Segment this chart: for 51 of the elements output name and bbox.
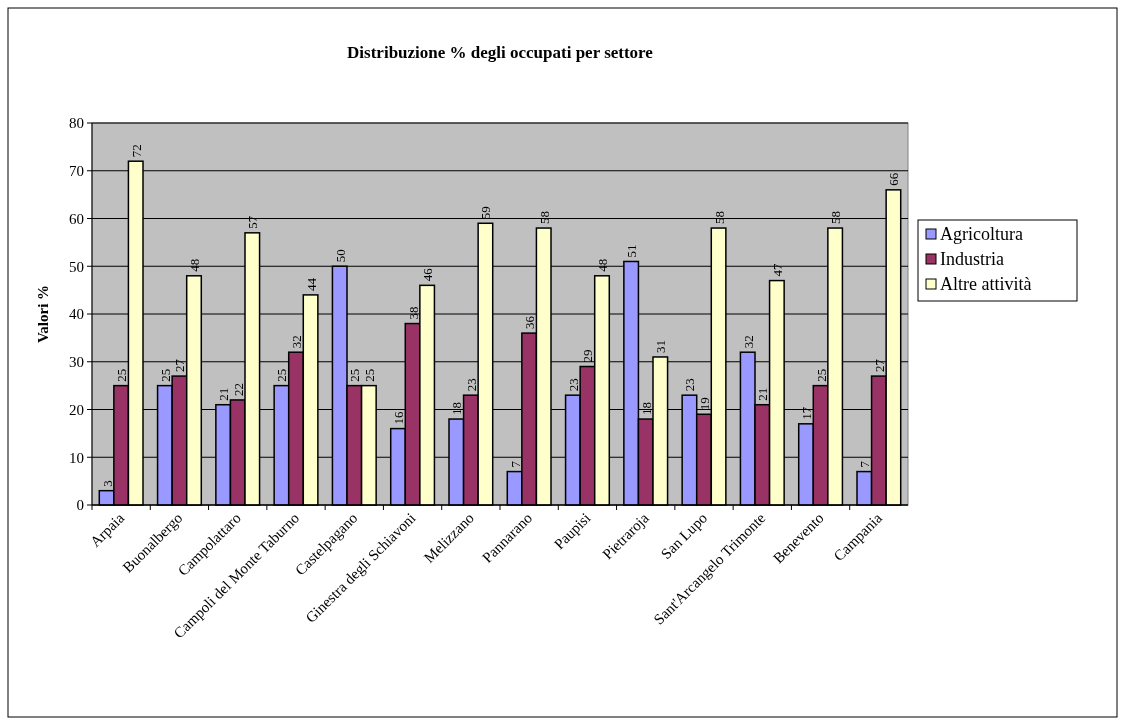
data-label: 23 bbox=[463, 378, 479, 392]
data-label: 47 bbox=[769, 263, 785, 277]
y-axis-title: Valori % bbox=[35, 284, 51, 344]
legend-label: Altre attività bbox=[940, 274, 1032, 295]
legend-label: Industria bbox=[940, 249, 1004, 270]
data-label: 18 bbox=[449, 402, 465, 416]
data-label: 3 bbox=[99, 480, 115, 487]
y-tick-label: 30 bbox=[69, 354, 84, 370]
data-label: 51 bbox=[624, 244, 640, 258]
data-label: 32 bbox=[740, 335, 756, 349]
data-label: 72 bbox=[128, 144, 144, 158]
y-tick-label: 20 bbox=[69, 401, 84, 418]
y-tick-label: 70 bbox=[69, 163, 84, 179]
data-label: 23 bbox=[682, 378, 698, 392]
data-label: 23 bbox=[565, 378, 581, 392]
y-tick-label: 60 bbox=[69, 210, 84, 227]
data-label: 25 bbox=[813, 368, 829, 382]
data-label: 7 bbox=[507, 460, 523, 468]
data-label: 46 bbox=[420, 267, 436, 282]
data-label: 21 bbox=[755, 387, 771, 401]
data-label: 59 bbox=[478, 206, 494, 220]
y-tick-label: 50 bbox=[69, 258, 84, 275]
data-label: 48 bbox=[595, 258, 610, 272]
y-tick-label: 10 bbox=[69, 449, 84, 466]
data-label: 48 bbox=[187, 258, 202, 272]
data-label: 25 bbox=[114, 368, 130, 382]
data-label: 27 bbox=[871, 358, 887, 373]
y-tick-label: 80 bbox=[69, 115, 84, 132]
data-label: 16 bbox=[391, 411, 406, 425]
data-label: 36 bbox=[522, 315, 538, 330]
data-label: 25 bbox=[274, 368, 290, 382]
data-label: 66 bbox=[886, 172, 902, 186]
data-label: 18 bbox=[638, 402, 654, 416]
data-label: 25 bbox=[361, 368, 377, 382]
data-label: 25 bbox=[157, 368, 173, 382]
data-label: 25 bbox=[347, 368, 363, 382]
y-tick-label: 40 bbox=[69, 306, 84, 323]
data-label: 38 bbox=[405, 306, 421, 320]
data-label: 31 bbox=[653, 339, 669, 353]
data-label: 29 bbox=[580, 349, 596, 363]
legend-label: Agricoltura bbox=[940, 224, 1023, 245]
data-label: 50 bbox=[332, 249, 348, 263]
y-tick-label: 0 bbox=[76, 497, 84, 514]
data-label: 44 bbox=[303, 277, 319, 291]
data-label: 19 bbox=[697, 397, 712, 411]
data-label: 7 bbox=[857, 460, 873, 468]
data-label: 22 bbox=[230, 382, 246, 396]
data-label: 27 bbox=[172, 358, 188, 373]
data-label: 21 bbox=[216, 387, 232, 401]
data-label: 32 bbox=[289, 335, 304, 349]
chart-title: Distribuzione % degli occupati per settore bbox=[347, 43, 654, 62]
